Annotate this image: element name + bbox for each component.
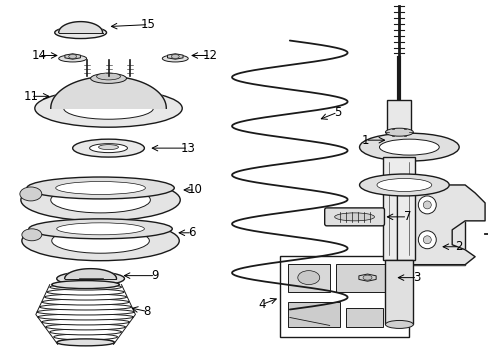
Bar xyxy=(345,307,383,328)
Ellipse shape xyxy=(334,213,374,221)
Ellipse shape xyxy=(46,324,125,330)
Polygon shape xyxy=(51,76,166,108)
Text: 6: 6 xyxy=(188,226,196,239)
Bar xyxy=(279,256,408,337)
Ellipse shape xyxy=(58,339,113,345)
Ellipse shape xyxy=(44,294,126,300)
Ellipse shape xyxy=(47,289,124,295)
Ellipse shape xyxy=(385,320,412,328)
Ellipse shape xyxy=(27,177,174,199)
Ellipse shape xyxy=(22,221,179,261)
Ellipse shape xyxy=(59,55,86,62)
Ellipse shape xyxy=(41,319,129,325)
Ellipse shape xyxy=(55,27,106,39)
Text: 12: 12 xyxy=(202,49,217,62)
Ellipse shape xyxy=(379,139,438,155)
Ellipse shape xyxy=(90,73,126,84)
Circle shape xyxy=(423,236,430,244)
Polygon shape xyxy=(65,54,80,59)
Circle shape xyxy=(423,201,430,209)
Ellipse shape xyxy=(162,55,188,62)
Ellipse shape xyxy=(40,304,131,310)
Polygon shape xyxy=(167,54,183,59)
Circle shape xyxy=(417,196,435,214)
Ellipse shape xyxy=(89,144,127,153)
Ellipse shape xyxy=(297,271,319,285)
Ellipse shape xyxy=(73,139,144,157)
Ellipse shape xyxy=(38,314,133,320)
Ellipse shape xyxy=(99,145,118,150)
Text: 3: 3 xyxy=(413,271,420,284)
FancyBboxPatch shape xyxy=(324,208,384,226)
Ellipse shape xyxy=(50,329,121,335)
Bar xyxy=(287,302,339,328)
Ellipse shape xyxy=(57,272,124,285)
Ellipse shape xyxy=(359,133,458,161)
Polygon shape xyxy=(64,269,116,279)
Ellipse shape xyxy=(171,54,179,58)
Text: 2: 2 xyxy=(454,240,462,253)
Text: 10: 10 xyxy=(187,184,202,197)
Ellipse shape xyxy=(63,97,153,119)
Text: 5: 5 xyxy=(333,106,341,119)
Text: 7: 7 xyxy=(403,210,410,223)
Ellipse shape xyxy=(385,128,412,136)
Ellipse shape xyxy=(50,284,121,290)
Bar xyxy=(386,100,410,132)
Ellipse shape xyxy=(359,174,448,196)
Bar xyxy=(397,185,464,265)
Ellipse shape xyxy=(51,187,150,213)
Ellipse shape xyxy=(54,334,117,340)
Circle shape xyxy=(417,231,435,249)
Text: 4: 4 xyxy=(258,298,265,311)
Ellipse shape xyxy=(35,89,182,127)
Text: 1: 1 xyxy=(361,134,368,147)
Ellipse shape xyxy=(22,229,41,241)
Ellipse shape xyxy=(376,179,431,192)
Ellipse shape xyxy=(52,280,119,289)
Ellipse shape xyxy=(362,275,371,280)
Text: 9: 9 xyxy=(151,269,159,282)
Ellipse shape xyxy=(52,228,149,253)
Bar xyxy=(335,264,385,292)
Ellipse shape xyxy=(96,73,120,80)
Polygon shape xyxy=(397,185,484,265)
Text: 8: 8 xyxy=(143,305,151,318)
Ellipse shape xyxy=(37,309,134,315)
Ellipse shape xyxy=(29,219,172,239)
Ellipse shape xyxy=(42,299,129,305)
Ellipse shape xyxy=(68,54,77,58)
Bar xyxy=(287,264,329,292)
Polygon shape xyxy=(358,274,375,281)
Text: 13: 13 xyxy=(181,141,195,155)
Text: 14: 14 xyxy=(31,49,46,62)
Ellipse shape xyxy=(353,276,381,284)
Ellipse shape xyxy=(21,179,180,221)
Ellipse shape xyxy=(20,187,41,201)
Bar xyxy=(385,260,412,324)
Ellipse shape xyxy=(57,339,114,346)
Ellipse shape xyxy=(56,181,145,194)
Text: 11: 11 xyxy=(23,90,38,103)
Ellipse shape xyxy=(57,223,144,235)
Text: 15: 15 xyxy=(141,18,156,31)
Bar xyxy=(383,157,414,260)
Polygon shape xyxy=(59,22,102,32)
